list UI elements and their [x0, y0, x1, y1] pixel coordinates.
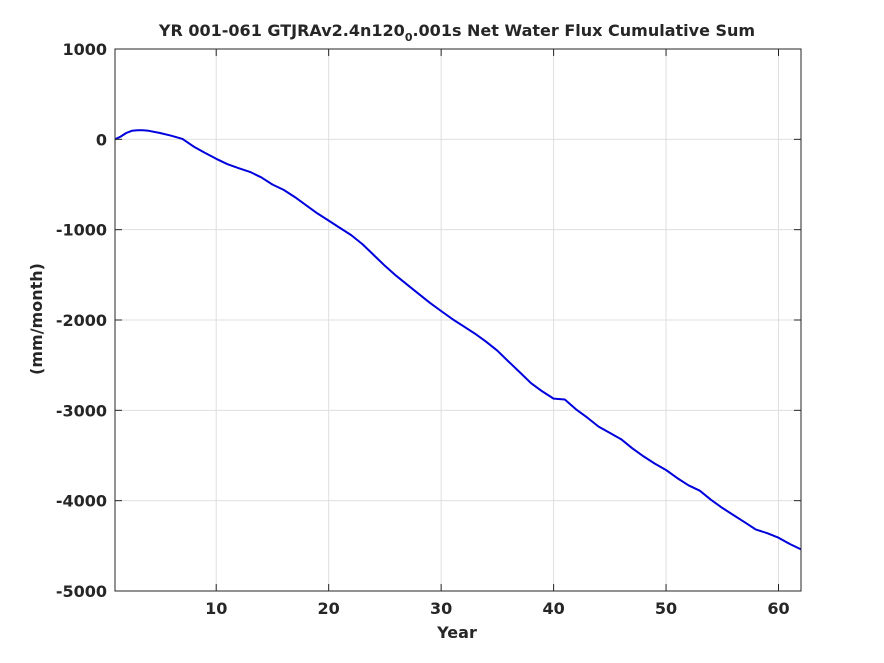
x-tick-label: 20	[318, 599, 340, 618]
chart-title: YR 001-061 GTJRAv2.4n1200.001s Net Water…	[158, 21, 755, 44]
chart-title-subscript: 0	[405, 31, 413, 44]
y-axis-label: (mm/month)	[27, 263, 46, 375]
y-tick-label: -5000	[56, 582, 107, 601]
x-tick-label: 40	[542, 599, 564, 618]
y-tick-label: 0	[96, 130, 107, 149]
y-tick-label: -4000	[56, 492, 107, 511]
y-tick-label: 1000	[62, 40, 107, 59]
y-tick-label: -1000	[56, 221, 107, 240]
x-axis-label: Year	[436, 623, 477, 642]
chart-title-main: YR 001-061 GTJRAv2.4n120	[158, 21, 405, 40]
y-tick-label: -3000	[56, 401, 107, 420]
x-tick-label: 60	[767, 599, 789, 618]
x-tick-label: 50	[655, 599, 677, 618]
y-tick-label: -2000	[56, 311, 107, 330]
plot-line-layer	[114, 129, 802, 551]
series-line	[114, 129, 802, 551]
x-tick-label: 30	[430, 599, 452, 618]
axis-ticks	[115, 48, 801, 592]
chart-title-tail: .001s Net Water Flux Cumulative Sum	[412, 21, 755, 40]
x-tick-label: 10	[205, 599, 227, 618]
